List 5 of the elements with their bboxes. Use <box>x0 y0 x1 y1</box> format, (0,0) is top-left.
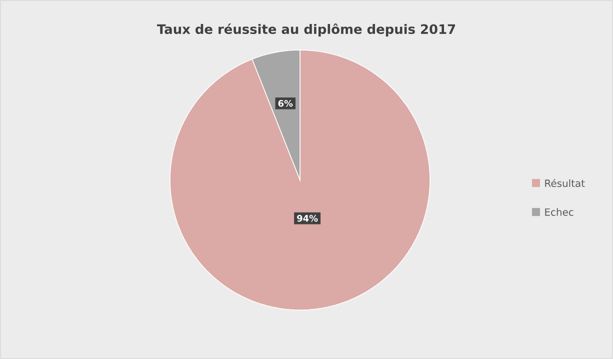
data-label: 94% <box>297 214 318 222</box>
legend-label: Résultat <box>545 178 585 188</box>
data-label: 6% <box>278 100 293 107</box>
chart-title: Taux de réussite au diplôme depuis 2017 <box>157 23 456 37</box>
legend-label: Echec <box>545 208 574 216</box>
